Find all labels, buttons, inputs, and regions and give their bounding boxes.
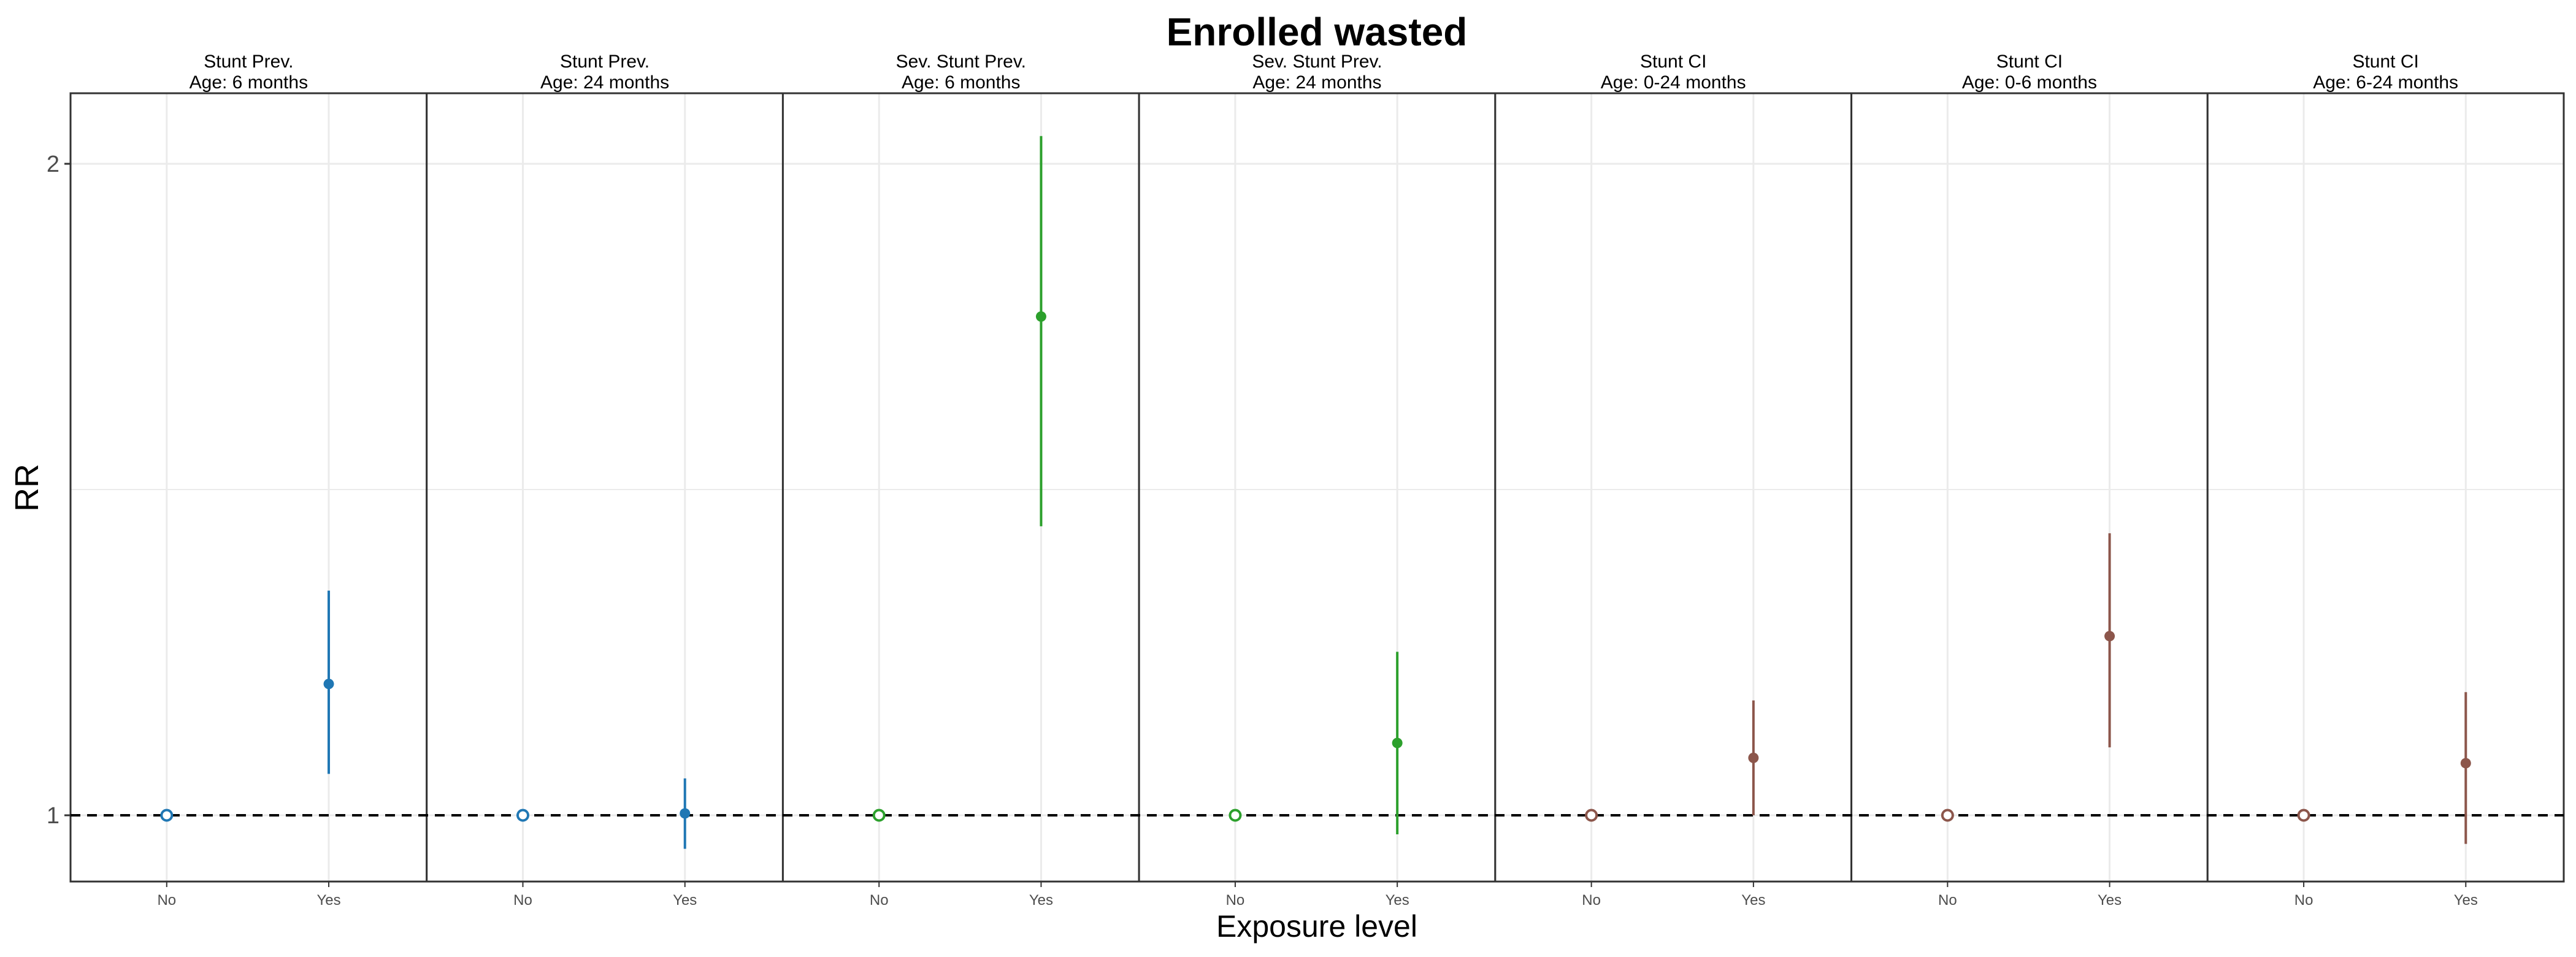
y-axis: 12 [47,152,71,829]
reference-point [160,809,174,822]
panel-border [2206,92,2565,883]
panel-label-line2: Age: 0-6 months [1962,72,2097,93]
y-axis-label: RR [9,464,45,512]
panel-background [2207,93,2564,882]
reference-point [2297,809,2310,822]
panel-label-line2: Age: 6-24 months [2313,72,2458,93]
reference-point [516,809,530,822]
panel-background [71,93,427,882]
panel-background [783,93,1140,882]
x-tick-label: No [1938,892,1957,909]
y-tick-label: 1 [47,803,59,829]
panel-4: Sev. Stunt Prev.Age: 24 months No Yes [1138,52,1497,909]
panel-background [426,93,783,882]
panel-label-line1: Stunt CI [2352,52,2418,72]
panel-label-line2: Age: 0-24 months [1601,72,1746,93]
panel-label-line1: Sev. Stunt Prev. [1252,52,1382,72]
panel-label-line2: Age: 24 months [1252,72,1381,93]
panel-label-line1: Stunt CI [1640,52,1706,72]
point-estimate [2460,758,2471,769]
x-tick-label: Yes [2098,892,2122,909]
reference-point [1229,809,1242,822]
panel-label-line1: Stunt Prev. [204,52,293,72]
panel-1: Stunt Prev.Age: 6 months No Yes [69,52,428,909]
point-estimate [1392,737,1403,748]
marks-layer [160,136,2471,849]
x-axis-label: Exposure level [1216,909,1417,944]
point-estimate [1748,752,1759,763]
point-estimate [1035,311,1046,322]
point-estimate [2104,631,2115,642]
x-tick-label: No [1226,892,1245,909]
x-tick-label: No [2294,892,2313,909]
panel-label-line2: Age: 24 months [540,72,669,93]
panel-label-line1: Stunt Prev. [560,52,650,72]
point-estimate [323,678,334,690]
x-tick-label: Yes [1386,892,1409,909]
panel-2: Stunt Prev.Age: 24 months No Yes [426,52,784,909]
reference-point [872,809,886,822]
panel-background [1851,93,2208,882]
panel-background [1139,93,1495,882]
reference-point [1585,809,1598,822]
panel-label-line2: Age: 6 months [902,72,1020,93]
panel-background [1495,93,1852,882]
point-estimate [680,808,691,819]
panel-3: Sev. Stunt Prev.Age: 6 months No Yes [781,52,1140,909]
x-tick-label: Yes [2454,892,2478,909]
x-tick-label: No [870,892,889,909]
panel-label-line1: Sev. Stunt Prev. [896,52,1026,72]
x-tick-label: Yes [673,892,697,909]
x-tick-label: Yes [1741,892,1765,909]
chart-title: Enrolled wasted [1167,10,1468,54]
reference-point [1941,809,1954,822]
y-tick-label: 2 [47,152,59,177]
x-tick-label: Yes [316,892,340,909]
x-tick-label: No [157,892,176,909]
x-tick-label: No [513,892,532,909]
x-tick-label: Yes [1029,892,1053,909]
x-tick-label: No [1582,892,1601,909]
panel-label-line1: Stunt CI [1996,52,2063,72]
panel-label-line2: Age: 6 months [190,72,308,93]
